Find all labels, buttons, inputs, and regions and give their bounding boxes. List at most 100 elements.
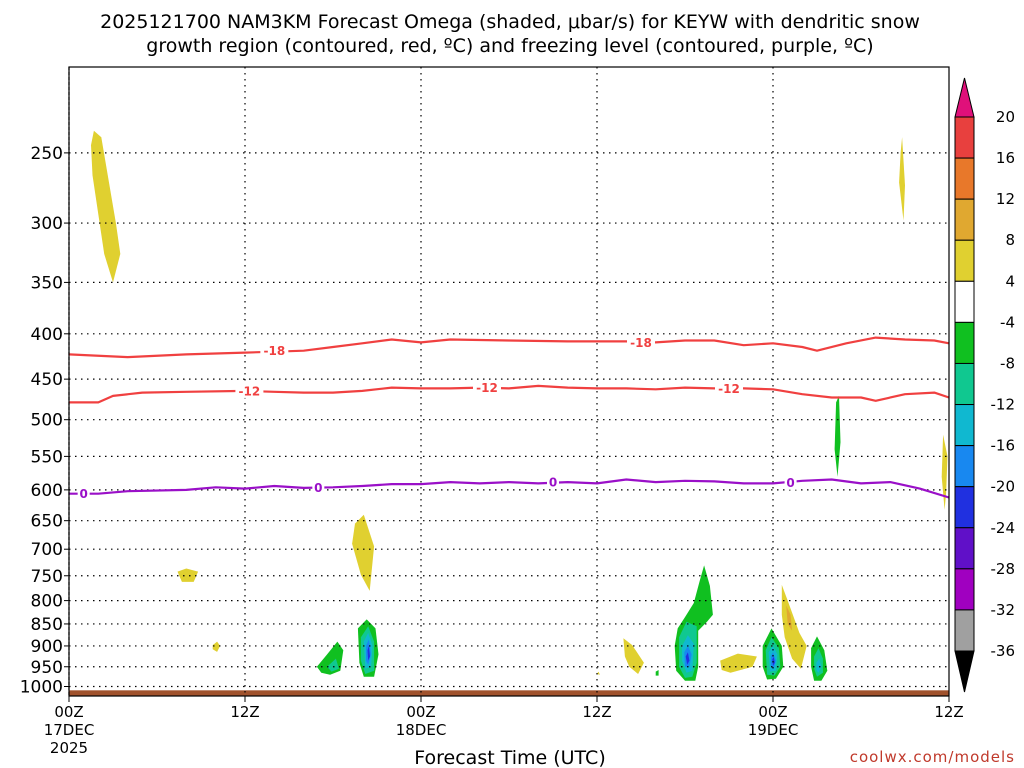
omega-shade-teal-940-a xyxy=(327,658,339,672)
contour-label-bg-dgz-minus-18-0 xyxy=(260,343,289,358)
colorbar-segment-11 xyxy=(954,568,975,611)
contour-label-freezing-level-0-0: 0 xyxy=(79,487,87,501)
y-tick-label-700: 700 xyxy=(31,540,63,560)
contour-label-dgz-minus-12-1: -12 xyxy=(476,381,498,395)
colorbar-tick-label-13: -36 xyxy=(991,642,1016,660)
omega-shade-yellow-975 xyxy=(597,671,600,675)
omega-shade-yellow-900-a xyxy=(623,638,644,674)
y-tick-label-800: 800 xyxy=(31,592,63,612)
colorbar-tick-label-2: 12 xyxy=(996,190,1015,208)
colorbar-segment-10 xyxy=(954,527,975,570)
contour-label-bg-dgz-minus-12-0 xyxy=(235,383,264,398)
colorbar-tick-label-4: 4 xyxy=(1005,272,1015,290)
omega-colorbar: 20 16 12 8 4 -4 -8 -12 -16 -20 -24 -28 -32 -36 xyxy=(954,77,1016,693)
contour-label-dgz-minus-12-0: -12 xyxy=(239,384,261,398)
colorbar-segment-9 xyxy=(954,486,975,529)
contour-label-dgz-minus-18-1: -18 xyxy=(630,336,652,350)
y-tick-label-400: 400 xyxy=(31,325,63,345)
colorbar-tick-label-3: 8 xyxy=(1005,231,1015,249)
colorbar-tick-label-11: -28 xyxy=(991,560,1016,578)
x-axis-label: Forecast Time (UTC) xyxy=(414,747,605,768)
y-tick-label-450: 450 xyxy=(31,370,63,390)
colorbar-segment-5 xyxy=(954,321,975,364)
x-tick-date-48: 19DEC xyxy=(748,721,799,739)
contour-label-bg-freezing-level-0-2 xyxy=(547,475,559,490)
colorbar-tick-label-7: -12 xyxy=(991,396,1016,414)
omega-shade-purple-850-c xyxy=(685,652,690,665)
x-tick-time-12: 12Z xyxy=(230,703,259,721)
y-tick-label-1000: 1000 xyxy=(20,677,63,697)
ground-surface xyxy=(69,690,949,696)
x-tick-time-36: 12Z xyxy=(582,703,611,721)
colorbar-tick-label-0: 20 xyxy=(996,108,1015,126)
contour-label-freezing-level-0-3: 0 xyxy=(786,476,794,490)
omega-shade-yellow-940-b xyxy=(720,653,757,673)
chart-title-line2: growth region (contoured, red, ºC) and f… xyxy=(146,35,873,57)
colorbar-tick-label-6: -8 xyxy=(1000,354,1015,372)
omega-shade-yellow-700 xyxy=(352,514,375,591)
colorbar-segment-12 xyxy=(954,609,975,652)
y-tick-label-850: 850 xyxy=(31,615,63,635)
omega-shade-yellow-550 xyxy=(941,434,948,510)
y-tick-label-250: 250 xyxy=(31,144,63,164)
omega-shade-orange-820-core xyxy=(786,605,793,631)
contour-label-freezing-level-0-1: 0 xyxy=(314,481,322,495)
y-tick-label-600: 600 xyxy=(31,481,63,501)
colorbar-segment-8 xyxy=(954,445,975,488)
colorbar-tick-label-12: -32 xyxy=(991,601,1016,619)
omega-shade-yellow-small-750 xyxy=(177,568,199,582)
omega-shade-yellow-upper-left xyxy=(91,130,121,283)
contour-label-bg-dgz-minus-12-1 xyxy=(473,380,501,395)
y-tick-label-950: 950 xyxy=(31,658,63,678)
colorbar-tick-label-1: 16 xyxy=(996,149,1015,167)
y-tick-label-350: 350 xyxy=(31,273,63,293)
x-tick-year-0: 2025 xyxy=(50,739,88,757)
colorbar-segment-2 xyxy=(954,198,975,241)
contour-label-bg-freezing-level-0-0 xyxy=(77,486,90,501)
chart-title-line1: 2025121700 NAM3KM Forecast Omega (shaded… xyxy=(100,11,920,33)
omega-shade-green-530 xyxy=(834,395,841,477)
omega-shade-yellow-upper-right xyxy=(899,137,905,221)
contour-label-bg-dgz-minus-18-1 xyxy=(627,335,655,350)
colorbar-segment-3 xyxy=(954,239,975,282)
contour-label-bg-dgz-minus-12-2 xyxy=(715,381,743,396)
contour-freezing-level-0 xyxy=(69,478,950,499)
colorbar-segment-0 xyxy=(954,116,975,159)
plot-area: -18 -18 -12 -12 -12 0 0 0 0 250 300 350 400 450 500 550… xyxy=(20,66,964,757)
y-tick-label-300: 300 xyxy=(31,214,63,234)
x-tick-time-24: 00Z xyxy=(406,703,435,721)
omega-shade-green-small-965 xyxy=(655,670,659,676)
omega-shade-purple-900-b xyxy=(367,645,370,661)
contour-label-bg-freezing-level-0-1 xyxy=(312,480,325,495)
x-tick-time-48: 00Z xyxy=(758,703,787,721)
colorbar-bottom-arrow xyxy=(954,650,975,693)
credit-text: coolwx.com/models xyxy=(850,748,1015,766)
colorbar-top-arrow xyxy=(954,77,975,118)
colorbar-segment-1 xyxy=(954,157,975,200)
colorbar-segment-6 xyxy=(954,362,975,406)
plot-frame xyxy=(68,66,950,697)
contour-label-freezing-level-0-2: 0 xyxy=(549,476,557,490)
colorbar-segment-7 xyxy=(954,404,975,447)
y-tick-label-500: 500 xyxy=(31,411,63,431)
colorbar-tick-label-8: -16 xyxy=(991,437,1016,455)
x-tick-date-0: 17DEC xyxy=(44,721,95,739)
contour-label-dgz-minus-12-2: -12 xyxy=(718,382,740,396)
y-tick-label-550: 550 xyxy=(31,447,63,467)
x-tick-date-24: 18DEC xyxy=(396,721,447,739)
contour-label-dgz-minus-18-0: -18 xyxy=(263,344,285,358)
x-tick-time-0: 00Z xyxy=(54,703,83,721)
contour-dgz-minus-12 xyxy=(69,384,950,404)
omega-shade-yellow-orange-820 xyxy=(781,584,807,669)
colorbar-segment-4 xyxy=(954,280,975,323)
colorbar-tick-label-10: -24 xyxy=(991,519,1016,537)
x-tick-time-60: 12Z xyxy=(934,703,963,721)
omega-shade-yellow-small-905 xyxy=(212,641,221,652)
contour-label-bg-freezing-level-0-3 xyxy=(784,475,797,490)
colorbar-tick-label-5: -4 xyxy=(1000,313,1015,331)
omega-shade-cyan-930-e xyxy=(816,658,822,673)
colorbar-tick-label-9: -20 xyxy=(991,478,1016,496)
y-tick-label-650: 650 xyxy=(31,512,63,532)
contour-dgz-minus-18 xyxy=(68,336,950,359)
